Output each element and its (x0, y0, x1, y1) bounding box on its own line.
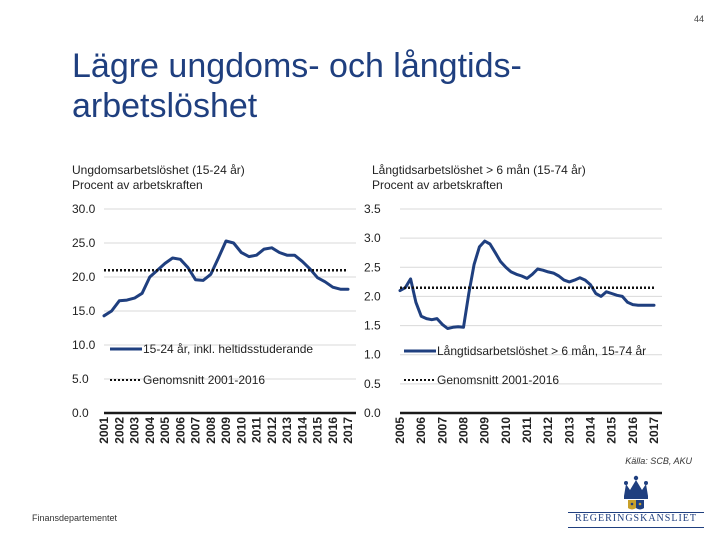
longterm-x-tick-label: 2006 (414, 417, 428, 444)
slide-title: Lägre ungdoms- och långtids-arbetslöshet (72, 47, 522, 125)
youth-x-tick-label: 2002 (112, 417, 126, 444)
source-note: Källa: SCB, AKU (625, 456, 692, 466)
youth-x-tick-label: 2013 (280, 417, 294, 444)
longterm-y-tick-label: 1.0 (364, 348, 381, 362)
longterm-x-tick-label: 2016 (626, 417, 640, 444)
left-chart-header: Ungdomsarbetslöshet (15-24 år) Procent a… (72, 163, 245, 193)
youth-x-tick-label: 2017 (341, 417, 355, 444)
longterm-series-line (398, 239, 656, 330)
youth-x-tick-label: 2007 (189, 417, 203, 444)
youth-legend-label: 15-24 år, inkl. heltidsstuderande (143, 342, 313, 356)
youth-x-tick-label: 2003 (128, 417, 142, 444)
youth-y-tick-label: 0.0 (72, 406, 89, 420)
left-chart-subtitle: Procent av arbetskraften (72, 178, 203, 192)
longterm-x-tick-label: 2007 (435, 417, 449, 444)
longterm-y-tick-label: 2.0 (364, 289, 381, 303)
youth-x-tick-label: 2011 (250, 417, 264, 443)
youth-y-tick-label: 10.0 (72, 338, 96, 352)
youth-y-tick-label: 25.0 (72, 236, 96, 250)
youth-x-tick-label: 2012 (265, 417, 279, 444)
youth-legend-label: Genomsnitt 2001-2016 (143, 373, 265, 387)
youth-x-tick-label: 2005 (158, 417, 172, 444)
longterm-y-tick-label: 2.5 (364, 260, 381, 274)
longterm-legend-label: Långtidsarbetslöshet > 6 mån, 15-74 år (437, 344, 646, 358)
left-chart-title: Ungdomsarbetslöshet (15-24 år) (72, 163, 245, 177)
logo-wordmark: REGERINGSKANSLIET (575, 513, 697, 524)
longterm-y-tick-label: 3.0 (364, 231, 381, 245)
longterm-x-tick-label: 2010 (499, 417, 513, 444)
long-term-unemployment-chart: 0.0 0.5 1.0 1.5 2.0 2.5 3.0 3.5 2005 2006 2007 2008… (364, 202, 662, 444)
logo-rule-bottom (568, 527, 704, 528)
youth-x-tick-label: 2001 (97, 417, 111, 444)
longterm-y-tick-label: 0.5 (364, 377, 381, 391)
youth-x-tick-label: 2009 (219, 417, 233, 444)
youth-y-tick-label: 5.0 (72, 372, 89, 386)
right-chart-title: Långtidsarbetslöshet > 6 mån (15-74 år) (372, 163, 586, 177)
longterm-x-tick-label: 2015 (605, 417, 619, 444)
right-chart-header: Långtidsarbetslöshet > 6 mån (15-74 år) … (372, 163, 586, 193)
longterm-legend-label: Genomsnitt 2001-2016 (437, 373, 559, 387)
longterm-y-tick-label: 3.5 (364, 202, 381, 216)
longterm-x-tick-label: 2008 (457, 417, 471, 444)
youth-x-tick-label: 2006 (173, 417, 187, 444)
youth-x-tick-label: 2016 (326, 417, 340, 444)
youth-x-tick-label: 2010 (234, 417, 248, 444)
longterm-x-tick-label: 2013 (562, 417, 576, 444)
footer-department: Finansdepartementet (32, 513, 118, 523)
longterm-x-tick-label: 2005 (393, 417, 407, 444)
youth-y-tick-label: 20.0 (72, 270, 96, 284)
longterm-x-tick-label: 2012 (541, 417, 555, 444)
longterm-x-tick-label: 2014 (584, 417, 598, 444)
youth-series-line (102, 239, 350, 318)
longterm-x-tick-label: 2011 (520, 417, 534, 443)
right-chart-subtitle: Procent av arbetskraften (372, 178, 503, 192)
longterm-x-tick-label: 2009 (478, 417, 492, 444)
youth-x-tick-label: 2008 (204, 417, 218, 444)
page-number: 44 (693, 14, 704, 24)
youth-x-tick-label: 2004 (143, 417, 157, 444)
longterm-y-tick-label: 1.5 (364, 319, 381, 333)
government-logo: REGERINGSKANSLIET (566, 470, 706, 532)
youth-y-tick-label: 15.0 (72, 304, 96, 318)
longterm-x-tick-label: 2017 (647, 417, 661, 444)
logo-rule-top (568, 512, 704, 513)
youth-x-tick-label: 2014 (295, 417, 309, 444)
longterm-y-tick-label: 0.0 (364, 406, 381, 420)
youth-x-tick-label: 2015 (311, 417, 325, 444)
youth-y-tick-label: 30.0 (72, 202, 96, 216)
crown-emblem-icon (624, 475, 648, 510)
